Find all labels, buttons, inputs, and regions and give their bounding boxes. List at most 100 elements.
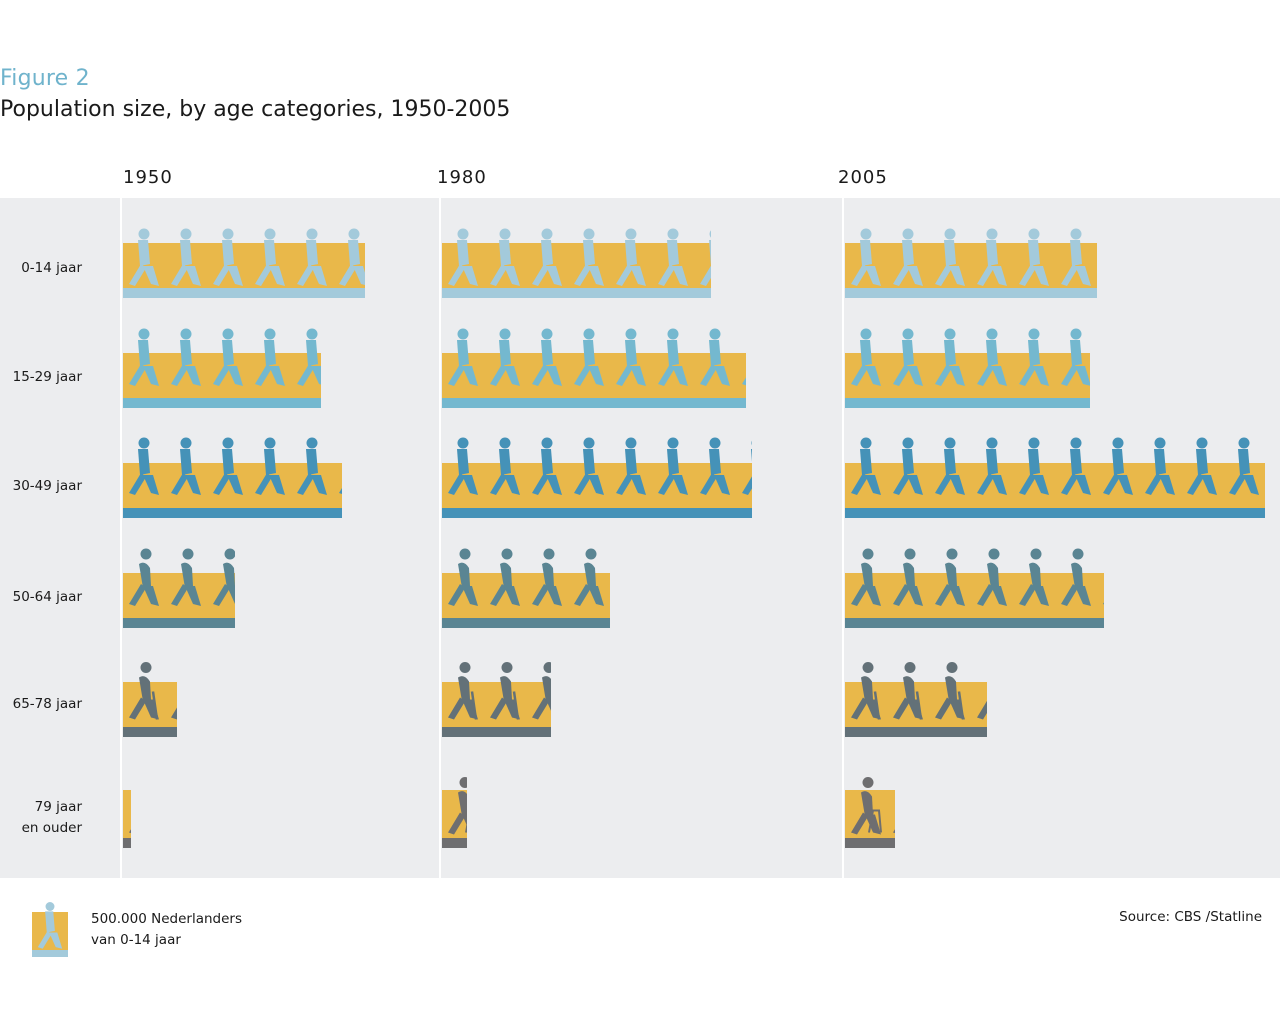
bar-1950-79-jaar-en-ouder [123,775,131,848]
middle-aged-walking-icon [1055,538,1097,628]
bar-1980-0-14-jaar [442,228,711,298]
young-adult-walking-icon [845,318,887,408]
middle-aged-walking-icon [971,538,1013,628]
young-adult-walking-icon [887,318,929,408]
elderly-cane-icon [845,656,887,737]
bar-baseline [845,618,1104,628]
adult-walking-icon [165,426,207,518]
middle-aged-walking-icon [484,538,526,628]
bar-baseline [442,727,551,737]
child-walking-icon [123,228,165,298]
child-walking-icon [526,228,568,298]
bar-baseline [845,398,1090,408]
adult-walking-icon [1181,426,1223,518]
young-adult-walking-icon [165,318,207,408]
legend-line-1: 500.000 Nederlanders [91,911,242,927]
bar-baseline [845,288,1097,298]
middle-aged-walking-icon [929,538,971,628]
bar-baseline [442,618,610,628]
child-walking-icon [845,228,887,298]
bar-1980-65-78-jaar [442,656,551,737]
young-adult-walking-icon [568,318,610,408]
child-walking-icon [442,228,484,298]
category-label-79-plus: 79 jaar en ouder [21,799,82,836]
source-note: Source: CBS /Statline [1119,909,1262,925]
bar-baseline [442,288,711,298]
young-adult-walking-icon [1013,318,1055,408]
adult-walking-icon [291,426,333,518]
bar-fill [845,573,1104,618]
young-adult-walking-icon [123,318,165,408]
child-walking-icon [887,228,929,298]
bar-baseline [845,727,987,737]
middle-aged-walking-icon [1097,538,1104,628]
adult-walking-icon [1223,426,1265,518]
middle-aged-walking-icon [845,538,887,628]
legend-child-walking-icon [32,900,68,957]
year-divider-1950 [120,198,122,878]
legend-text: 500.000 Nederlanders van 0-14 jaar [91,909,242,951]
elderly-walker-icon [123,775,131,848]
category-label-50-64: 50-64 jaar [12,589,82,605]
elderly-cane-icon [526,656,551,737]
child-walking-icon [207,228,249,298]
bar-baseline [123,618,235,628]
adult-walking-icon [929,426,971,518]
bar-1950-50-64-jaar [123,538,235,628]
elderly-cane-icon [484,656,526,737]
bar-baseline [845,508,1265,518]
middle-aged-walking-icon [1013,538,1055,628]
plot-area: 0-14 jaar 15-29 jaar 30-49 jaar 50-64 ja… [0,198,1280,878]
adult-walking-icon [845,426,887,518]
young-adult-walking-icon [610,318,652,408]
middle-aged-walking-icon [123,538,165,628]
elderly-walker-icon [442,775,467,848]
adult-walking-icon [207,426,249,518]
child-walking-icon [484,228,526,298]
bar-1980-30-49-jaar [442,426,752,518]
adult-walking-icon [1013,426,1055,518]
elderly-cane-icon [165,656,177,737]
adult-walking-icon [249,426,291,518]
category-label-0-14: 0-14 jaar [21,260,82,276]
bar-2005-0-14-jaar [845,228,1097,298]
adult-walking-icon [568,426,610,518]
elderly-cane-icon [929,656,971,737]
child-walking-icon [1055,228,1097,298]
elderly-walker-icon [845,775,887,848]
adult-walking-icon [442,426,484,518]
bar-2005-15-29-jaar [845,318,1090,408]
year-divider-2005 [842,198,844,878]
young-adult-walking-icon [442,318,484,408]
year-label-1980: 1980 [437,167,487,188]
bar-1950-15-29-jaar [123,318,321,408]
bar-1980-50-64-jaar [442,538,610,628]
middle-aged-walking-icon [165,538,207,628]
young-adult-walking-icon [291,318,321,408]
bar-1950-0-14-jaar [123,228,365,298]
bar-baseline [442,838,467,848]
elderly-cane-icon [442,656,484,737]
adult-walking-icon [971,426,1013,518]
young-adult-walking-icon [207,318,249,408]
bar-baseline [123,727,177,737]
category-label-15-29: 15-29 jaar [12,369,82,385]
elderly-walker-icon [887,775,895,848]
young-adult-walking-icon [971,318,1013,408]
bar-2005-79-jaar-en-ouder [845,775,895,848]
adult-walking-icon [526,426,568,518]
child-walking-icon [568,228,610,298]
child-walking-icon [929,228,971,298]
child-walking-icon [291,228,333,298]
legend-line-2: van 0-14 jaar [91,932,181,948]
bar-1950-30-49-jaar [123,426,342,518]
bar-fill [845,243,1097,288]
elderly-cane-icon [971,656,987,737]
middle-aged-walking-icon [207,538,235,628]
bar-baseline [442,508,752,518]
bar-fill [123,790,131,838]
child-walking-icon [333,228,365,298]
adult-walking-icon [652,426,694,518]
adult-walking-icon [694,426,736,518]
chart-title: Population size, by age categories, 1950… [0,97,511,122]
